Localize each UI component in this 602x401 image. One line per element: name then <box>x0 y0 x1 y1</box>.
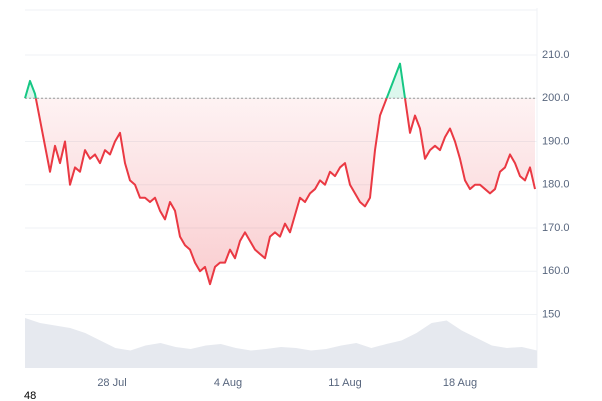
x-tick-label: 11 Aug <box>328 377 361 389</box>
price-line <box>24 98 536 286</box>
footnote: 48 <box>24 390 36 401</box>
y-tick-label: 170.0 <box>542 222 570 234</box>
y-tick-label: 160.0 <box>542 265 570 277</box>
x-tick-label: 18 Aug <box>443 377 477 389</box>
x-tick-label: 4 Aug <box>214 377 242 389</box>
y-tick-label: 150 <box>542 308 560 320</box>
y-tick-label: 190.0 <box>542 135 570 147</box>
y-tick-label: 180.0 <box>542 179 570 191</box>
volume-area <box>25 318 537 368</box>
y-tick-label: 200.0 <box>542 92 570 104</box>
x-tick-label: 28 Jul <box>97 377 126 389</box>
area-fill <box>25 98 535 285</box>
y-tick-label: 210.0 <box>542 49 570 61</box>
